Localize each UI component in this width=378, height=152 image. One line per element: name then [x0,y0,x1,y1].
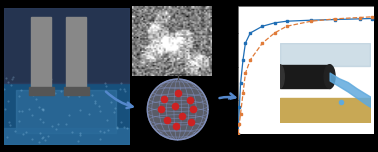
Ellipse shape [275,65,284,88]
Polygon shape [147,79,208,140]
X-axis label: Ce (mgL⁻¹): Ce (mgL⁻¹) [294,147,318,151]
Bar [66,17,86,92]
Y-axis label: qe (mgg⁻¹): qe (mgg⁻¹) [223,58,226,82]
Bar [64,87,88,95]
Bar [31,17,51,92]
Bar [280,65,330,88]
Bar [29,87,54,95]
Ellipse shape [324,65,335,88]
